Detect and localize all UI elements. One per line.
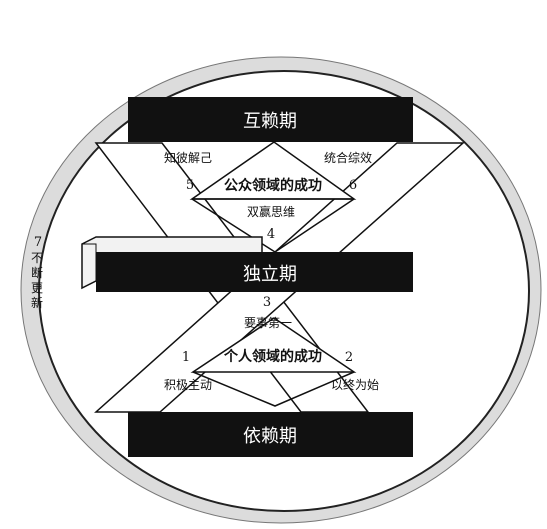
habit-7-char-1: 不 xyxy=(31,251,43,265)
habit-1-label: 积极主动 xyxy=(164,378,212,392)
bar-interdependence xyxy=(128,97,413,142)
habit-2-number: 2 xyxy=(345,350,353,365)
habit-4-label: 双赢思维 xyxy=(247,204,295,219)
habit-4-number: 4 xyxy=(267,227,275,242)
habit-2-label: 以终为始 xyxy=(331,377,379,392)
habit-6-number: 6 xyxy=(349,178,357,193)
public-victory-title: 公众领域的成功 xyxy=(224,177,322,194)
habit-7-char-3: 更 xyxy=(31,281,43,295)
bar-top-label: 互赖期 xyxy=(243,111,297,132)
habit-7-char-4: 新 xyxy=(31,295,43,310)
habit-3-number: 3 xyxy=(263,295,271,310)
habit-3-label: 要事第一 xyxy=(244,316,292,330)
private-victory-title: 个人领域的成功 xyxy=(223,348,322,365)
habit-1-number: 1 xyxy=(182,350,190,365)
habit-7-char-2: 断 xyxy=(31,265,43,280)
bar-middle-label: 独立期 xyxy=(243,264,297,285)
bar-independence xyxy=(96,252,413,292)
habit-5-label: 知彼解己 xyxy=(164,151,212,165)
bar-bottom-label: 依赖期 xyxy=(243,426,297,447)
habit-7-number: 7 xyxy=(34,235,42,250)
habit-6-label: 统合综效 xyxy=(324,150,372,165)
habit-5-number: 5 xyxy=(186,178,194,193)
lower-triangle xyxy=(190,317,357,373)
bar-dependence xyxy=(128,412,413,457)
